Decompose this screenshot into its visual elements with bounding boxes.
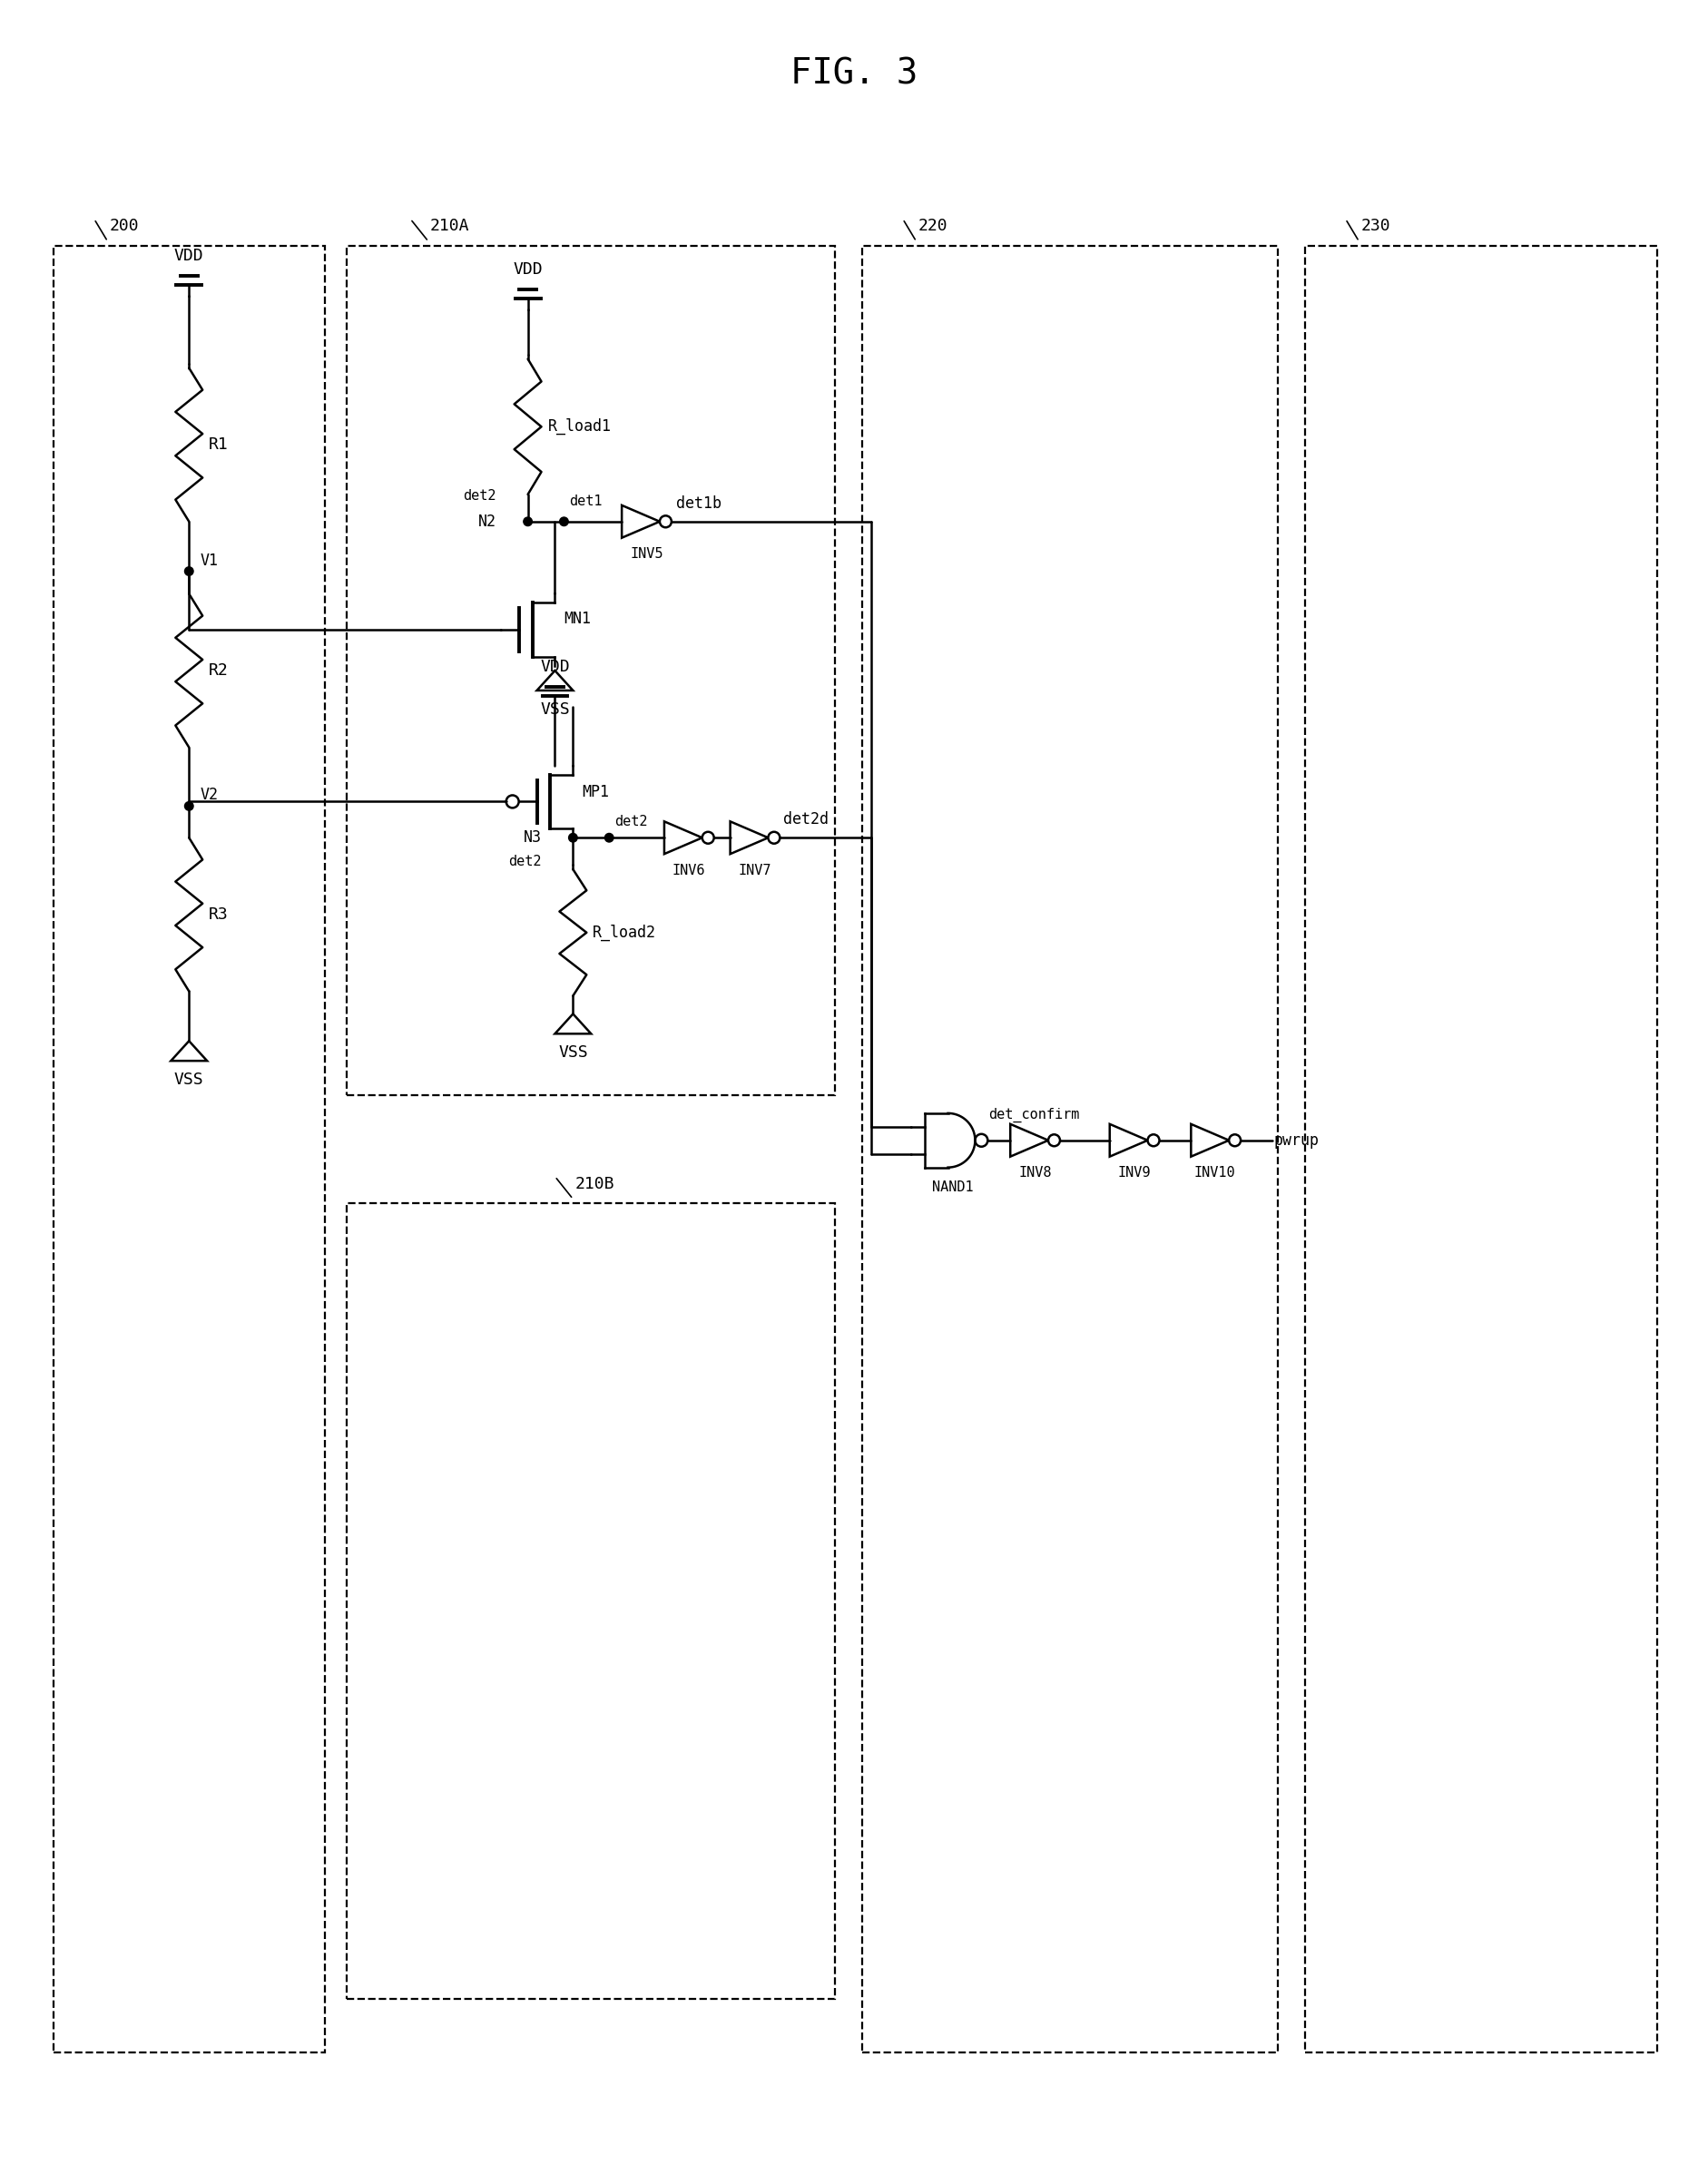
Text: V2: V2 [200, 786, 219, 804]
Text: V1: V1 [200, 553, 219, 568]
Text: 210B: 210B [576, 1175, 615, 1192]
Polygon shape [1110, 1125, 1148, 1158]
Text: INV9: INV9 [1117, 1166, 1151, 1179]
Text: R2: R2 [208, 662, 229, 679]
Text: 210A: 210A [430, 218, 470, 234]
Text: pwrup: pwrup [1274, 1131, 1320, 1149]
Circle shape [605, 834, 613, 843]
Text: INV6: INV6 [673, 863, 705, 878]
Bar [347, 1203, 835, 1998]
Circle shape [184, 802, 193, 810]
Polygon shape [664, 821, 702, 854]
Text: INV8: INV8 [1018, 1166, 1052, 1179]
Text: det_confirm: det_confirm [989, 1107, 1079, 1123]
Text: 200: 200 [109, 218, 138, 234]
Text: N3: N3 [523, 830, 541, 845]
Circle shape [560, 518, 569, 526]
Text: VSS: VSS [174, 1072, 203, 1088]
Text: VDD: VDD [512, 262, 543, 277]
Text: det2: det2 [615, 815, 647, 828]
Text: det2: det2 [507, 854, 541, 867]
Text: 220: 220 [919, 218, 948, 234]
Text: VSS: VSS [540, 701, 570, 719]
Text: VSS: VSS [559, 1044, 588, 1061]
Text: det1b: det1b [676, 496, 721, 511]
Text: FIG. 3: FIG. 3 [791, 57, 917, 92]
Text: VDD: VDD [540, 660, 570, 675]
Text: R3: R3 [208, 906, 229, 922]
Text: R_load2: R_load2 [593, 924, 656, 941]
Text: R_load1: R_load1 [548, 419, 611, 435]
Text: INV5: INV5 [630, 548, 663, 561]
Text: N2: N2 [478, 513, 497, 531]
Polygon shape [1190, 1125, 1230, 1158]
Text: VDD: VDD [174, 247, 203, 264]
Circle shape [184, 568, 193, 577]
Text: INV7: INV7 [738, 863, 772, 878]
Polygon shape [622, 505, 659, 537]
Text: MN1: MN1 [564, 612, 591, 627]
Bar [863, 247, 1278, 2053]
Bar [347, 247, 835, 1094]
Bar [53, 247, 325, 2053]
Text: det2d: det2d [784, 812, 828, 828]
Text: det2: det2 [463, 489, 495, 502]
Text: MP1: MP1 [582, 784, 610, 802]
Polygon shape [1011, 1125, 1049, 1158]
Circle shape [569, 834, 577, 843]
Text: 230: 230 [1361, 218, 1390, 234]
Text: R1: R1 [208, 437, 229, 452]
Text: det1: det1 [569, 496, 603, 509]
Text: INV10: INV10 [1194, 1166, 1235, 1179]
Text: NAND1: NAND1 [931, 1182, 974, 1195]
Polygon shape [731, 821, 769, 854]
Bar [1305, 247, 1657, 2053]
Circle shape [523, 518, 533, 526]
